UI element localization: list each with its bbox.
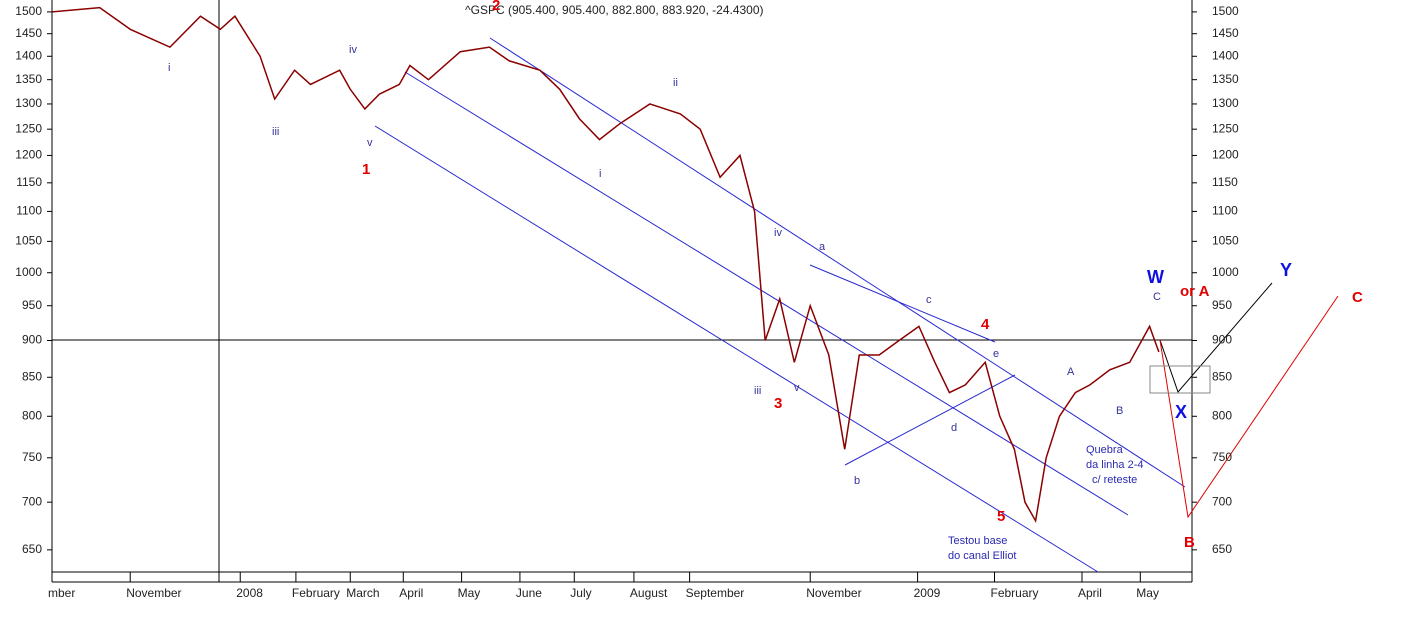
y-tick-label: 750 xyxy=(22,450,42,464)
y-tick-label-right: 1100 xyxy=(1212,204,1238,218)
triangle-line xyxy=(844,374,1016,466)
y-tick-label: 800 xyxy=(22,408,42,422)
wave-label: B xyxy=(1116,405,1123,417)
x-tick-label: November xyxy=(126,586,181,600)
y-tick-label: 1050 xyxy=(15,234,42,248)
y-tick-label-right: 1050 xyxy=(1212,234,1239,248)
x-tick-label: June xyxy=(516,586,542,600)
wave-label: d xyxy=(951,422,957,434)
y-tick-label: 1350 xyxy=(15,72,42,86)
wave-label: iv xyxy=(349,44,357,56)
wave-label: 1 xyxy=(362,161,370,178)
y-tick-label-right: 1400 xyxy=(1212,48,1239,62)
x-tick-label: July xyxy=(570,586,591,600)
projection-red xyxy=(1159,295,1339,519)
price-line xyxy=(51,6,1160,524)
y-tick-label-right: 1150 xyxy=(1212,175,1238,189)
y-tick-label-right: 1250 xyxy=(1212,121,1239,135)
y-tick-label-right: 1000 xyxy=(1212,265,1239,279)
y-tick-label-right: 700 xyxy=(1212,494,1232,508)
y-tick-label: 950 xyxy=(22,298,42,312)
y-tick-label: 650 xyxy=(22,542,42,556)
y-tick-label: 850 xyxy=(22,369,42,383)
wave-label: or A xyxy=(1180,283,1210,300)
wave-label: a xyxy=(819,241,826,253)
x-tick-label: April xyxy=(399,586,423,600)
note: do canal Elliot xyxy=(948,550,1017,562)
x-tick-label: mber xyxy=(48,586,75,600)
y-tick-label: 1200 xyxy=(15,148,42,162)
x-tick-label: 2008 xyxy=(236,586,263,600)
y-tick-label-right: 1300 xyxy=(1212,96,1239,110)
wave-label: X xyxy=(1175,402,1187,422)
wave-label: i xyxy=(168,62,170,74)
note: Testou base xyxy=(948,535,1007,547)
wave-label: v xyxy=(367,137,373,149)
y-tick-label: 1400 xyxy=(15,48,42,62)
note: da linha 2-4 xyxy=(1086,459,1144,471)
y-tick-label: 900 xyxy=(22,333,42,347)
y-tick-label: 700 xyxy=(22,494,42,508)
wave-label: Y xyxy=(1280,260,1292,280)
chart-title: ^GSPC (905.400, 905.400, 882.800, 883.92… xyxy=(465,3,764,17)
y-tick-label: 1250 xyxy=(15,121,42,135)
channels xyxy=(374,37,1186,573)
x-tick-label: April xyxy=(1078,586,1102,600)
y-tick-label-right: 1200 xyxy=(1212,148,1239,162)
wave-label: W xyxy=(1147,267,1164,287)
target-box xyxy=(1149,365,1211,394)
channel-line xyxy=(374,125,1099,573)
wave-label: iv xyxy=(774,227,782,239)
y-tick-label-right: 1500 xyxy=(1212,4,1239,18)
wave-label: ii xyxy=(673,77,678,89)
x-tick-label: August xyxy=(630,586,668,600)
y-tick-label-right: 800 xyxy=(1212,408,1232,422)
wave-label: i xyxy=(599,168,601,180)
wave-label: b xyxy=(854,475,860,487)
x-tick-label: February xyxy=(990,586,1038,600)
note: c/ reteste xyxy=(1092,474,1137,486)
projection-black xyxy=(1159,282,1273,393)
wave-label: iii xyxy=(272,126,279,138)
y-tick-label-right: 950 xyxy=(1212,298,1232,312)
y-tick-label: 1000 xyxy=(15,265,42,279)
y-tick-label-right: 750 xyxy=(1212,450,1232,464)
note: Quebra xyxy=(1086,444,1124,456)
y-tick-label-right: 1350 xyxy=(1212,72,1239,86)
x-tick-label: 2009 xyxy=(914,586,941,600)
y-tick-label-right: 900 xyxy=(1212,333,1232,347)
y-tick-label: 1150 xyxy=(16,175,42,189)
y-tick-label-right: 650 xyxy=(1212,542,1232,556)
wave-label: 2 xyxy=(492,0,500,14)
wave-label: C xyxy=(1153,291,1161,303)
y-tick-label: 1500 xyxy=(15,4,42,18)
y-tick-label: 1450 xyxy=(15,26,42,40)
x-tick-label: November xyxy=(806,586,861,600)
wave-label: B xyxy=(1184,534,1195,551)
wave-label: c xyxy=(926,294,932,306)
wave-label: 3 xyxy=(774,395,782,412)
y-tick-label: 1300 xyxy=(15,96,42,110)
annotations: i iii iv v 1 2 ii i iv a iii 3 v b c 4 e… xyxy=(168,0,1363,562)
channel-line xyxy=(404,71,1129,516)
wave-label: 4 xyxy=(981,316,990,333)
triangle-line xyxy=(809,264,996,343)
wave-label: iii xyxy=(754,385,761,397)
wave-label: e xyxy=(993,348,999,360)
x-tick-label: May xyxy=(1136,586,1159,600)
wave-label: v xyxy=(794,382,800,394)
wave-label: A xyxy=(1067,366,1075,378)
wave-label: C xyxy=(1352,289,1363,306)
y-tick-label-right: 850 xyxy=(1212,369,1232,383)
x-tick-label: March xyxy=(346,586,379,600)
x-tick-label: February xyxy=(292,586,340,600)
y-tick-label: 1100 xyxy=(16,204,42,218)
x-tick-label: May xyxy=(458,586,481,600)
y-tick-label-right: 1450 xyxy=(1212,26,1239,40)
wave-label: 5 xyxy=(997,508,1005,525)
channel-line xyxy=(489,37,1186,488)
x-tick-label: September xyxy=(686,586,745,600)
